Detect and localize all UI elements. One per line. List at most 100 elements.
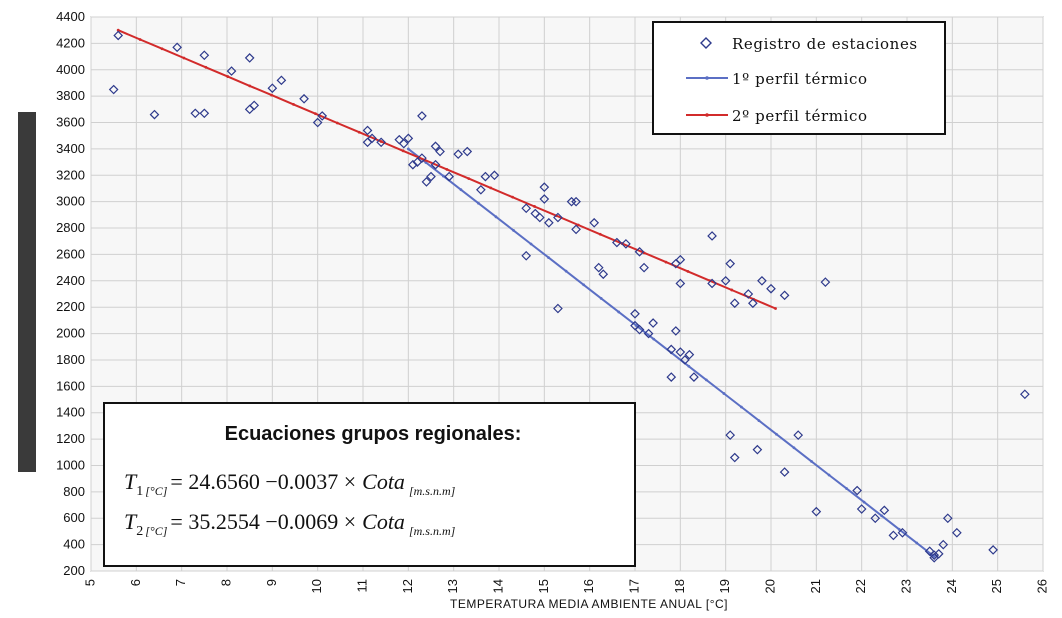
x-tick-label: 14 <box>490 579 505 593</box>
legend-label-profile-1: 1º perfil térmico <box>732 70 868 88</box>
station-point <box>820 277 831 287</box>
station-point <box>879 505 890 516</box>
station-point <box>444 171 454 182</box>
profile-marker <box>529 242 533 246</box>
station-point <box>779 290 790 301</box>
profile-marker <box>406 147 410 151</box>
y-tick-label: 2400 <box>56 273 85 288</box>
profile-marker <box>576 223 580 227</box>
station-point <box>362 125 373 136</box>
profile-marker <box>292 103 295 106</box>
x-tick-label: 24 <box>944 579 959 593</box>
station-point <box>675 347 686 357</box>
station-point <box>453 149 464 160</box>
profile-marker <box>182 56 186 60</box>
profile-marker <box>477 201 480 205</box>
station-point <box>593 262 604 273</box>
profile-marker <box>511 195 514 199</box>
station-point <box>929 550 940 561</box>
x-axis-label: TEMPERATURA MEDIA AMBIENTE ANUAL [°C] <box>450 597 728 611</box>
station-point <box>276 75 287 86</box>
profile-marker <box>489 186 493 190</box>
station-point <box>748 298 758 309</box>
profile-marker <box>792 446 796 450</box>
profile-marker <box>357 130 361 134</box>
x-tick-label: 8 <box>218 579 233 586</box>
station-point <box>317 111 328 121</box>
station-point <box>680 355 690 365</box>
profile-marker <box>687 364 691 368</box>
profile-marker <box>757 419 761 423</box>
y-tick-label: 800 <box>63 484 85 499</box>
x-tick-label: 23 <box>898 579 913 593</box>
station-point <box>113 30 124 41</box>
station-point <box>199 108 210 119</box>
profile-marker <box>467 177 471 181</box>
data-points <box>108 30 1030 563</box>
station-point <box>707 231 717 241</box>
station-point <box>888 530 899 541</box>
profile-marker <box>827 473 831 477</box>
profile-marker <box>270 93 273 97</box>
x-tick-label: 10 <box>309 579 324 593</box>
x-tick-label: 17 <box>626 579 641 593</box>
profile-marker <box>335 121 339 125</box>
station-point <box>435 146 445 157</box>
y-tick-label: 1600 <box>56 378 85 393</box>
profile-marker <box>314 112 317 116</box>
legend-label-stations: Registro de estaciones <box>732 35 918 53</box>
y-tick-label: 1200 <box>56 431 85 446</box>
station-point <box>707 278 717 289</box>
profile-marker <box>634 324 638 327</box>
profile-marker <box>722 392 726 395</box>
profile-marker <box>774 307 777 310</box>
profile-marker <box>915 541 919 545</box>
profile-marker <box>547 256 550 259</box>
profile-marker <box>204 65 208 69</box>
station-point <box>933 549 944 559</box>
profile-marker <box>160 47 164 51</box>
station-point <box>539 182 550 193</box>
legend: Registro de estaciones 1º perfil térmico… <box>652 21 946 135</box>
station-point <box>521 203 532 214</box>
profile-marker <box>775 432 778 436</box>
station-point <box>952 527 962 538</box>
profile-marker <box>862 500 866 504</box>
station-point <box>571 224 581 235</box>
x-tick-label: 20 <box>762 579 777 593</box>
station-point <box>793 430 804 440</box>
station-point <box>1020 389 1030 400</box>
x-tick-label: 18 <box>672 579 687 593</box>
profile-marker <box>617 310 621 314</box>
profile-marker <box>845 487 848 490</box>
y-tick-label: 2000 <box>56 326 85 341</box>
x-tick-label: 25 <box>989 579 1004 593</box>
station-point <box>666 372 677 382</box>
x-tick-label: 19 <box>717 579 732 593</box>
station-point <box>670 326 681 336</box>
profile-marker <box>730 288 734 292</box>
station-point <box>720 275 731 286</box>
station-point <box>743 289 754 299</box>
station-point <box>648 318 658 328</box>
station-point <box>766 283 776 294</box>
station-point <box>897 527 908 538</box>
equations-box: Ecuaciones grupos regionales: T1 [°C] = 24… <box>103 402 636 567</box>
y-tick-label: 400 <box>63 537 85 552</box>
profile-marker <box>599 296 603 300</box>
station-point <box>725 258 736 269</box>
station-point <box>630 308 640 319</box>
station-point <box>199 50 210 61</box>
y-tick-label: 3600 <box>56 115 85 130</box>
x-tick-label: 12 <box>400 579 415 593</box>
station-point <box>553 212 563 223</box>
x-tick-label: 16 <box>581 579 596 593</box>
x-tick-label: 9 <box>264 579 279 586</box>
y-tick-label: 1000 <box>56 457 85 472</box>
y-tick-label: 4400 <box>56 9 85 24</box>
y-tick-label: 1400 <box>56 405 85 420</box>
y-tick-label: 2800 <box>56 220 85 235</box>
station-point <box>312 117 323 128</box>
station-point <box>367 133 377 144</box>
y-tick-label: 3400 <box>56 141 85 156</box>
